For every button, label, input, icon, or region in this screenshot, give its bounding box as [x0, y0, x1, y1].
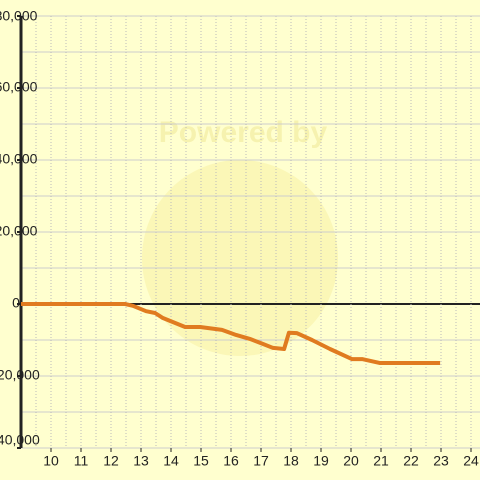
y-tick-label: 80,000	[0, 8, 38, 24]
x-tick-label: 24	[463, 453, 479, 469]
x-tick-label: 14	[163, 453, 179, 469]
x-tick-label: 18	[283, 453, 299, 469]
x-tick-label: 19	[313, 453, 329, 469]
watermark-logo	[142, 160, 338, 356]
y-tick-label: 40,000	[0, 151, 38, 167]
y-tick-label: 20,000	[0, 223, 38, 239]
y-tick-label: 60,000	[0, 79, 38, 95]
x-tick-label: 20	[343, 453, 359, 469]
x-tick-label: 12	[103, 453, 119, 469]
x-tick-label: 21	[373, 453, 389, 469]
x-tick-label: 11	[74, 453, 89, 469]
x-tick-label: 10	[43, 453, 59, 469]
x-tick-label: 13	[133, 453, 149, 469]
x-tick-label: 17	[253, 453, 269, 469]
x-tick-label: 15	[193, 453, 209, 469]
x-tick-label: 16	[223, 453, 239, 469]
y-tick-label: 0	[12, 295, 20, 311]
x-tick-label: 22	[403, 453, 419, 469]
watermark: Powered by	[159, 116, 328, 149]
x-tick-label: 23	[433, 453, 449, 469]
line-series	[21, 302, 441, 366]
